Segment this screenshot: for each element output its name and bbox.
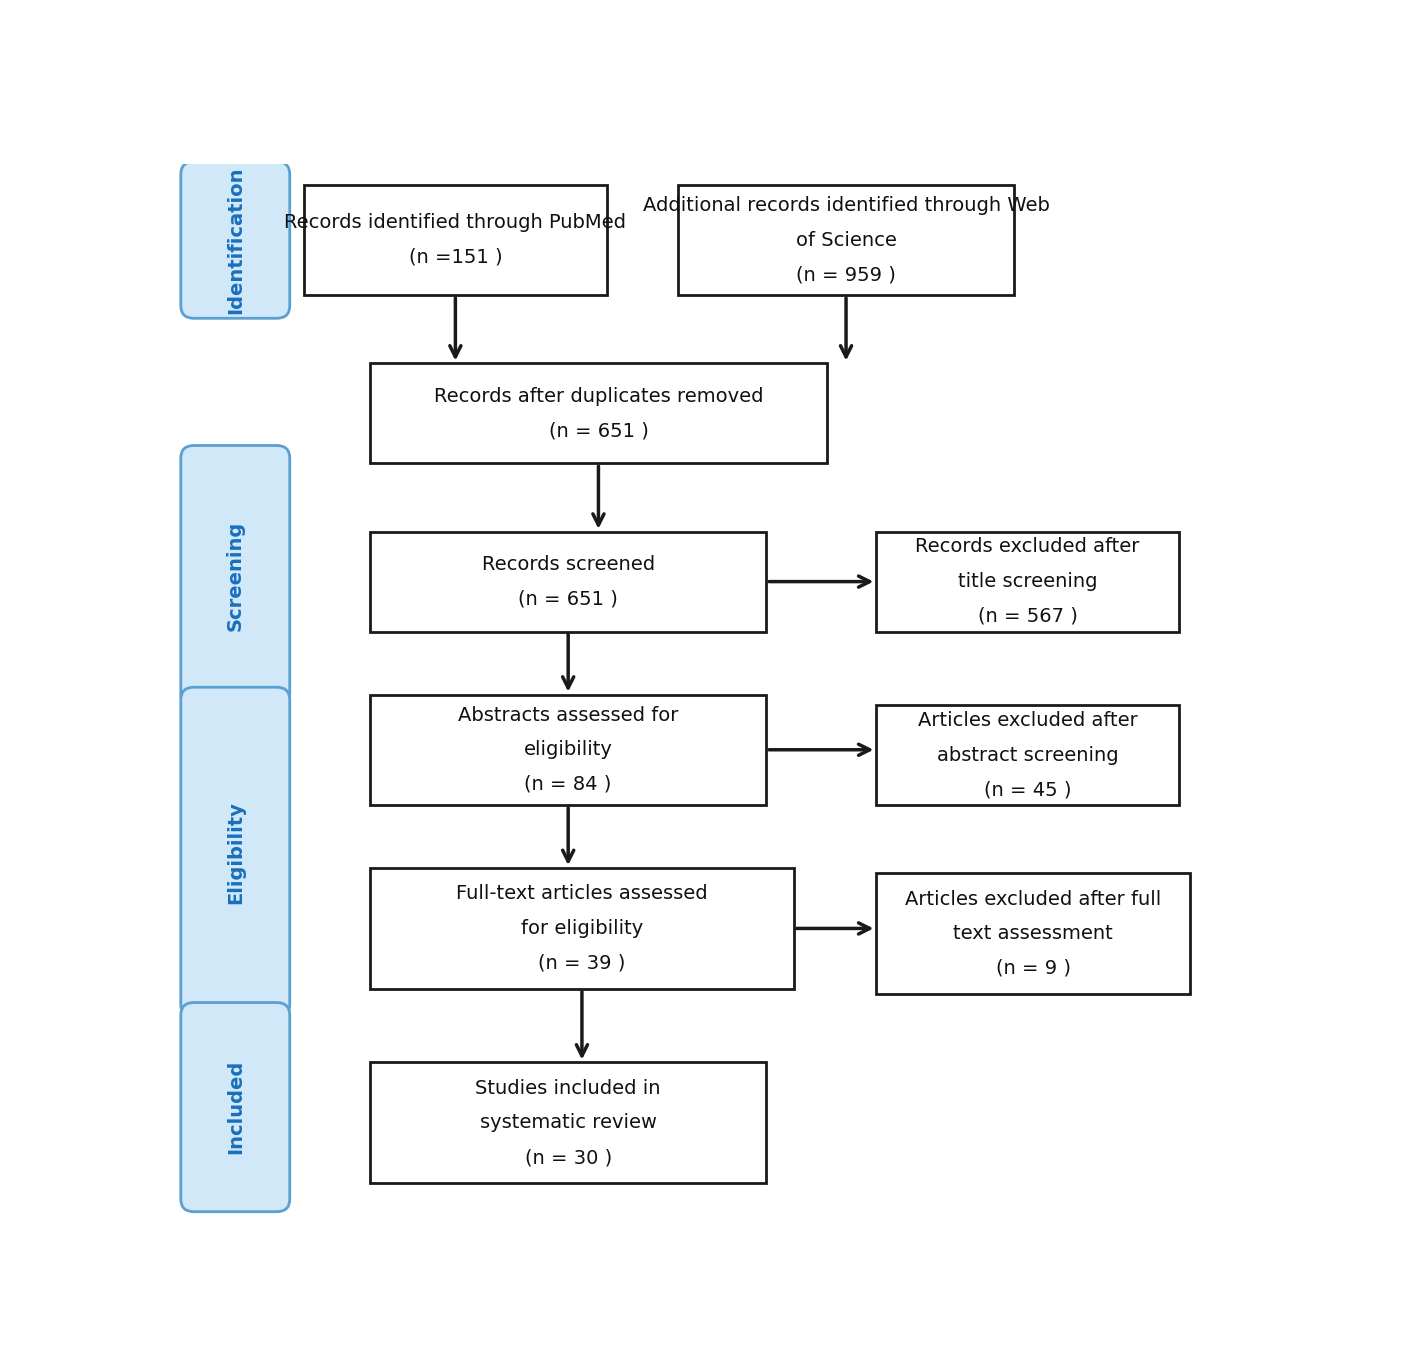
FancyBboxPatch shape (371, 531, 767, 632)
FancyBboxPatch shape (371, 695, 767, 805)
Text: Abstracts assessed for: Abstracts assessed for (459, 706, 679, 725)
Text: systematic review: systematic review (480, 1114, 656, 1133)
FancyBboxPatch shape (180, 161, 290, 318)
FancyBboxPatch shape (876, 531, 1179, 632)
FancyBboxPatch shape (371, 868, 794, 988)
Text: (n = 39 ): (n = 39 ) (538, 954, 626, 973)
FancyBboxPatch shape (876, 706, 1179, 805)
FancyBboxPatch shape (180, 687, 290, 1017)
Text: Studies included in: Studies included in (476, 1078, 660, 1097)
Text: (n = 651 ): (n = 651 ) (518, 590, 618, 609)
Text: Eligibility: Eligibility (226, 801, 244, 904)
FancyBboxPatch shape (371, 363, 826, 463)
Text: of Science: of Science (795, 231, 896, 250)
FancyBboxPatch shape (180, 1002, 290, 1212)
Text: Articles excluded after: Articles excluded after (917, 711, 1137, 730)
Text: Records screened: Records screened (481, 554, 655, 573)
Text: for eligibility: for eligibility (521, 919, 643, 938)
FancyBboxPatch shape (679, 184, 1014, 295)
Text: (n = 30 ): (n = 30 ) (524, 1148, 612, 1167)
Text: Included: Included (226, 1061, 244, 1155)
Text: Records identified through PubMed: Records identified through PubMed (284, 213, 626, 232)
Text: (n = 84 ): (n = 84 ) (524, 775, 612, 794)
Text: (n = 651 ): (n = 651 ) (548, 422, 649, 441)
Text: (n = 959 ): (n = 959 ) (797, 265, 896, 284)
Text: title screening: title screening (959, 572, 1098, 591)
Text: Articles excluded after full: Articles excluded after full (905, 890, 1162, 909)
FancyBboxPatch shape (180, 445, 290, 707)
Text: (n = 9 ): (n = 9 ) (995, 958, 1071, 977)
Text: Identification: Identification (226, 167, 244, 314)
Text: Screening: Screening (226, 521, 244, 632)
Text: Full-text articles assessed: Full-text articles assessed (456, 885, 707, 904)
FancyBboxPatch shape (876, 874, 1190, 994)
FancyBboxPatch shape (371, 1062, 767, 1183)
Text: Records excluded after: Records excluded after (916, 538, 1140, 557)
Text: (n = 45 ): (n = 45 ) (984, 781, 1071, 799)
Text: (n =151 ): (n =151 ) (409, 248, 503, 266)
Text: text assessment: text assessment (953, 924, 1113, 943)
Text: Additional records identified through Web: Additional records identified through We… (643, 195, 1049, 214)
FancyBboxPatch shape (304, 184, 606, 295)
Text: abstract screening: abstract screening (937, 745, 1119, 764)
Text: eligibility: eligibility (524, 740, 612, 759)
Text: (n = 567 ): (n = 567 ) (978, 607, 1078, 625)
Text: Records after duplicates removed: Records after duplicates removed (433, 386, 763, 405)
